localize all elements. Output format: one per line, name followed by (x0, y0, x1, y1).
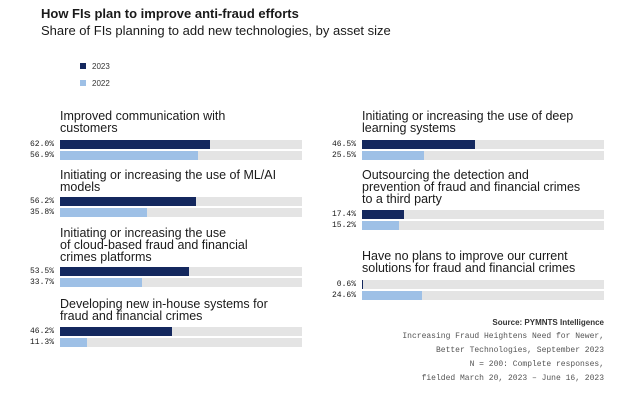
chart-subtitle: Share of FIs planning to add new technol… (41, 23, 391, 38)
category-label: Improved communication with customers (60, 109, 226, 135)
source-line-2: Better Technologies, September 2023 (435, 346, 604, 355)
source-head: Source: PYMNTS Intelligence (492, 318, 604, 327)
bar-2023 (362, 280, 364, 289)
data-label: 62.0% (29, 140, 54, 149)
bar-2022 (362, 221, 399, 230)
bar-track (362, 221, 604, 230)
bar-track (60, 151, 302, 160)
source-line-1: Increasing Fraud Heightens Need for Newe… (402, 332, 604, 341)
chart-title: How FIs plan to improve anti-fraud effor… (41, 6, 299, 21)
bar-2023 (60, 327, 172, 336)
bar-2022 (60, 151, 198, 160)
bar-track (60, 267, 302, 276)
category-label: Initiating or increasing the use of ML/A… (60, 168, 277, 194)
legend-label-2023: 2023 (92, 61, 110, 71)
bar-track (362, 140, 604, 149)
legend-item-2023: 2023 (80, 61, 110, 71)
legend-item-2022: 2022 (80, 78, 110, 88)
category-label: Developing new in-house systems for frau… (60, 297, 268, 323)
data-label: 17.4% (331, 210, 356, 219)
legend-swatch-2023 (80, 63, 86, 69)
data-label: 33.7% (29, 278, 54, 287)
bar-2023 (60, 197, 196, 206)
bar-track (60, 278, 302, 287)
bar-2023 (362, 140, 475, 149)
bar-2023 (60, 267, 190, 276)
bar-track (60, 327, 302, 336)
bar-2023 (362, 210, 405, 219)
category-label: Initiating or increasing the use of deep… (362, 109, 574, 135)
category-label: Initiating or increasing the use of clou… (60, 226, 248, 264)
bar-track (60, 140, 302, 149)
bar-track (362, 151, 604, 160)
bar-2023 (60, 140, 211, 149)
bar-2022 (60, 338, 88, 347)
data-label: 25.5% (331, 151, 356, 160)
bar-track (60, 197, 302, 206)
bar-track (362, 280, 604, 289)
data-label: 35.8% (29, 208, 54, 217)
data-label: 46.5% (331, 140, 356, 149)
bar-track (362, 291, 604, 300)
data-label: 11.3% (29, 338, 54, 347)
data-label: 56.2% (29, 197, 54, 206)
legend-swatch-2022 (80, 80, 86, 86)
category-label: Outsourcing the detection and prevention… (362, 168, 581, 206)
data-label: 15.2% (331, 221, 356, 230)
source-note: Source: PYMNTS Intelligence Increasing F… (402, 316, 604, 386)
source-line-3: N = 200: Complete responses, (469, 360, 604, 369)
category-label: Have no plans to improve our current sol… (362, 249, 576, 275)
bar-track (60, 338, 302, 347)
legend-label-2022: 2022 (92, 78, 110, 88)
bar-2022 (362, 291, 422, 300)
legend: 2023 2022 (80, 61, 110, 95)
source-line-4: fielded March 20, 2023 – June 16, 2023 (421, 374, 604, 383)
bar-2022 (60, 208, 147, 217)
bar-track (362, 210, 604, 219)
data-label: 24.6% (331, 291, 356, 300)
data-label: 46.2% (29, 327, 54, 336)
data-label: 56.9% (29, 151, 54, 160)
bar-track (60, 208, 302, 217)
data-label: 53.5% (29, 267, 54, 276)
data-label: 0.6% (336, 280, 356, 289)
bar-2022 (362, 151, 424, 160)
bar-2022 (60, 278, 142, 287)
